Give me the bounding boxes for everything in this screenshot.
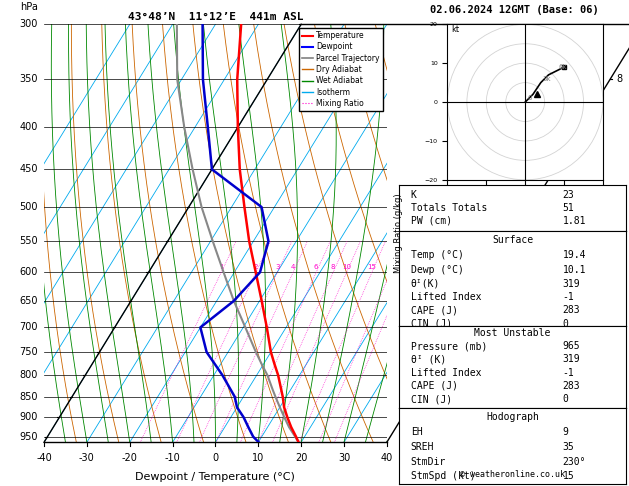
Text: LCL: LCL bbox=[421, 392, 439, 402]
Text: 40: 40 bbox=[381, 453, 393, 463]
Text: 02.06.2024 12GMT (Base: 06): 02.06.2024 12GMT (Base: 06) bbox=[430, 5, 599, 15]
Text: -1: -1 bbox=[562, 292, 574, 302]
Text: 6: 6 bbox=[314, 264, 318, 270]
Text: 350: 350 bbox=[19, 74, 38, 85]
Text: kt: kt bbox=[452, 25, 459, 34]
Text: 950: 950 bbox=[19, 432, 38, 442]
Text: θᴵ (K): θᴵ (K) bbox=[411, 354, 446, 364]
Text: 51: 51 bbox=[562, 203, 574, 213]
Text: 600: 600 bbox=[19, 267, 38, 278]
Text: -10: -10 bbox=[165, 453, 181, 463]
Text: Hodograph: Hodograph bbox=[486, 412, 539, 422]
Text: 750: 750 bbox=[19, 347, 38, 357]
Text: 0: 0 bbox=[562, 319, 569, 329]
Text: 319: 319 bbox=[562, 279, 580, 289]
Text: 7: 7 bbox=[587, 122, 593, 132]
Text: 650: 650 bbox=[19, 296, 38, 306]
Text: 3: 3 bbox=[464, 322, 470, 332]
Text: 10: 10 bbox=[342, 264, 351, 270]
Text: -40: -40 bbox=[36, 453, 52, 463]
Text: -20: -20 bbox=[122, 453, 138, 463]
Text: Temp (°C): Temp (°C) bbox=[411, 250, 464, 260]
Text: 3k: 3k bbox=[543, 76, 552, 82]
Text: 35: 35 bbox=[562, 442, 574, 452]
Text: K: K bbox=[411, 190, 416, 200]
Text: 300: 300 bbox=[19, 19, 38, 29]
Text: 230°: 230° bbox=[562, 457, 586, 468]
Text: 1: 1 bbox=[219, 264, 223, 270]
Text: EH: EH bbox=[411, 427, 423, 437]
Text: 0: 0 bbox=[527, 95, 532, 101]
Text: 700: 700 bbox=[19, 322, 38, 332]
Text: hPa: hPa bbox=[19, 2, 38, 12]
Text: 965: 965 bbox=[562, 341, 580, 351]
Text: 800: 800 bbox=[19, 370, 38, 380]
Text: CAPE (J): CAPE (J) bbox=[411, 381, 458, 391]
Text: CIN (J): CIN (J) bbox=[411, 394, 452, 404]
Text: 9: 9 bbox=[562, 427, 569, 437]
Text: 900: 900 bbox=[19, 412, 38, 422]
Text: 8: 8 bbox=[616, 74, 623, 85]
Text: SREH: SREH bbox=[411, 442, 434, 452]
Text: 2: 2 bbox=[253, 264, 258, 270]
Text: 15: 15 bbox=[562, 471, 574, 481]
Text: Dewpoint / Temperature (°C): Dewpoint / Temperature (°C) bbox=[135, 471, 296, 482]
Text: -1: -1 bbox=[562, 368, 574, 378]
Text: 0: 0 bbox=[562, 394, 569, 404]
Text: © weatheronline.co.uk: © weatheronline.co.uk bbox=[460, 469, 565, 479]
Text: 0: 0 bbox=[213, 453, 218, 463]
Text: Surface: Surface bbox=[492, 235, 533, 245]
Text: 43°48’N  11°12’E  441m ASL: 43°48’N 11°12’E 441m ASL bbox=[128, 12, 303, 22]
Text: 6: 6 bbox=[538, 202, 544, 212]
Text: 10.1: 10.1 bbox=[562, 265, 586, 275]
Text: 283: 283 bbox=[562, 381, 580, 391]
Text: Pressure (mb): Pressure (mb) bbox=[411, 341, 487, 351]
Text: Mixing Ratio (g/kg): Mixing Ratio (g/kg) bbox=[394, 193, 403, 273]
Text: θᴵ(K): θᴵ(K) bbox=[411, 279, 440, 289]
Text: 319: 319 bbox=[562, 354, 580, 364]
Text: CAPE (J): CAPE (J) bbox=[411, 306, 458, 315]
Text: -30: -30 bbox=[79, 453, 95, 463]
Text: StmDir: StmDir bbox=[411, 457, 446, 468]
Text: 400: 400 bbox=[19, 122, 38, 132]
Text: 19.4: 19.4 bbox=[562, 250, 586, 260]
Text: 850: 850 bbox=[19, 392, 38, 402]
Text: 550: 550 bbox=[19, 236, 38, 246]
Text: Lifted Index: Lifted Index bbox=[411, 368, 481, 378]
Text: Totals Totals: Totals Totals bbox=[411, 203, 487, 213]
Text: 1: 1 bbox=[409, 412, 415, 422]
Text: Dewp (°C): Dewp (°C) bbox=[411, 265, 464, 275]
Text: 10: 10 bbox=[252, 453, 264, 463]
Legend: Temperature, Dewpoint, Parcel Trajectory, Dry Adiabat, Wet Adiabat, Isotherm, Mi: Temperature, Dewpoint, Parcel Trajectory… bbox=[299, 28, 383, 111]
Text: PW (cm): PW (cm) bbox=[411, 216, 452, 226]
Text: 3: 3 bbox=[275, 264, 280, 270]
Text: 8: 8 bbox=[331, 264, 335, 270]
Text: StmSpd (kt): StmSpd (kt) bbox=[411, 471, 476, 481]
Text: 30: 30 bbox=[338, 453, 350, 463]
Text: 1.81: 1.81 bbox=[562, 216, 586, 226]
Text: 20: 20 bbox=[295, 453, 308, 463]
Text: 15: 15 bbox=[367, 264, 376, 270]
Text: 6k: 6k bbox=[559, 64, 567, 70]
Text: 450: 450 bbox=[19, 164, 38, 174]
Text: Lifted Index: Lifted Index bbox=[411, 292, 481, 302]
Text: Most Unstable: Most Unstable bbox=[474, 328, 551, 338]
Text: 500: 500 bbox=[19, 202, 38, 212]
Text: 4: 4 bbox=[291, 264, 296, 270]
Text: CIN (J): CIN (J) bbox=[411, 319, 452, 329]
Text: 283: 283 bbox=[562, 306, 580, 315]
Text: 4: 4 bbox=[498, 267, 504, 278]
Text: 23: 23 bbox=[562, 190, 574, 200]
Text: 2: 2 bbox=[435, 370, 441, 380]
